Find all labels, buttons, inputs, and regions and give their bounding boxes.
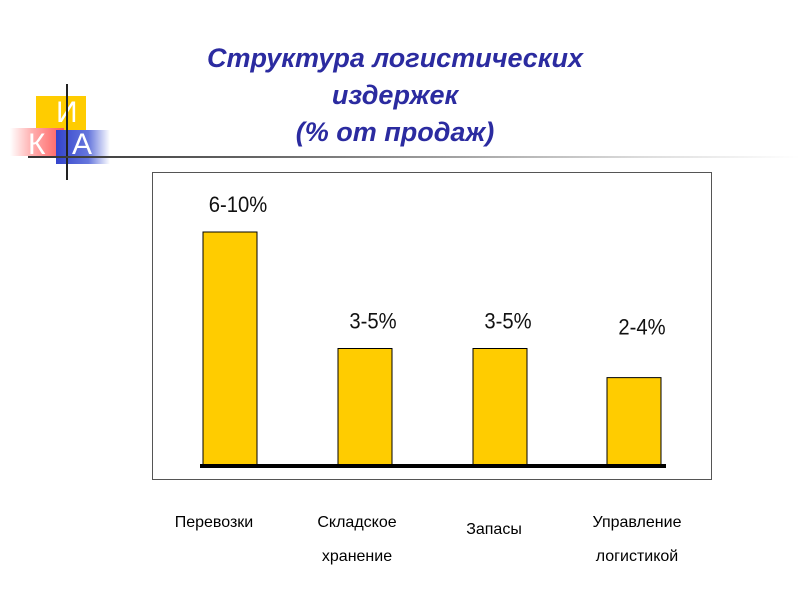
chart-title-line: Структура логистических [206, 43, 583, 73]
chart-title-line: (% от продаж) [295, 117, 495, 147]
bar-1 [202, 231, 258, 466]
logo-letter-a: А [72, 128, 93, 161]
logo-red-block [10, 128, 64, 156]
bar-2 [337, 348, 393, 466]
logo-letter-k: К [28, 128, 46, 161]
category-label-line: Складское [317, 514, 397, 531]
category-label: Запасы [429, 513, 559, 547]
category-label-line: Управление [592, 514, 682, 531]
bar-3 [472, 348, 528, 466]
category-label-line: Запасы [466, 521, 522, 538]
category-label-line: логистикой [595, 548, 679, 565]
chart-title-line: издержек [331, 80, 459, 110]
data-label: 3-5% [349, 310, 396, 334]
bar-4 [606, 377, 662, 466]
data-label: 6-10% [209, 193, 268, 217]
decorative-horizontal-line [28, 156, 800, 158]
chart-title: Структура логистических издержек (% от п… [180, 40, 610, 151]
category-label-line: хранение [321, 548, 393, 565]
logo-blue-block [56, 130, 110, 164]
data-label: 3-5% [484, 310, 531, 334]
category-label: Перевозки [149, 506, 279, 540]
logo: И К А [10, 84, 110, 180]
data-label: 2-4% [618, 316, 665, 340]
decorative-vertical-line [66, 84, 68, 180]
category-label-line: Перевозки [174, 514, 254, 531]
category-label: Складское хранение [292, 506, 422, 574]
category-label: Управление логистикой [572, 506, 702, 574]
